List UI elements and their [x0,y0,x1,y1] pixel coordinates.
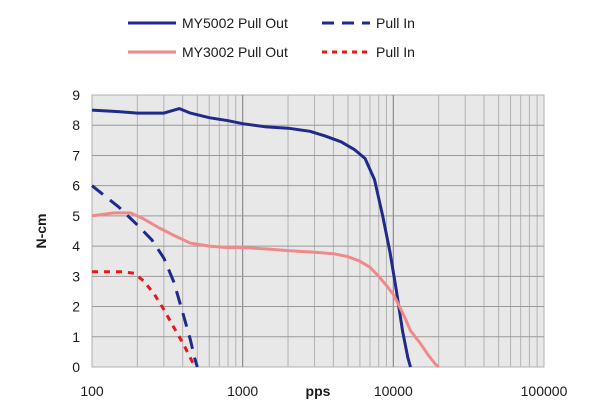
y-tick-label: 0 [72,359,80,375]
legend-label-my5002-pullout: MY5002 Pull Out [182,15,288,31]
y-tick-label: 6 [72,178,80,194]
legend-label-my3002-pullin: Pull In [376,44,415,60]
tick-labels: 0 1 2 3 4 5 6 7 8 9 100 1000 10000 100000 [72,87,567,399]
x-axis-title: pps [306,383,331,399]
y-tick-label: 1 [72,329,80,345]
series-line-2 [91,184,199,368]
y-tick-label: 2 [72,299,80,315]
legend: MY5002 Pull Out Pull In MY3002 Pull Out … [128,15,415,60]
series-line-1 [91,107,412,368]
y-tick-label: 8 [72,117,80,133]
y-tick-label: 9 [72,87,80,103]
x-tick-label: 100000 [521,383,568,399]
series-layer [91,107,440,369]
y-axis-title: N-cm [33,213,49,248]
legend-label-my5002-pullin: Pull In [376,15,415,31]
x-tick-label: 1000 [227,383,258,399]
series-line-3 [91,211,440,369]
y-tick-label: 7 [72,147,80,163]
series-line-4 [92,270,196,368]
x-tick-label: 100 [80,383,104,399]
y-tick-label: 3 [72,268,80,284]
legend-label-my3002-pullout: MY3002 Pull Out [182,44,288,60]
x-tick-label: 10000 [374,383,413,399]
y-tick-label: 5 [72,208,80,224]
y-tick-label: 4 [72,238,80,254]
plot-area [91,94,545,368]
